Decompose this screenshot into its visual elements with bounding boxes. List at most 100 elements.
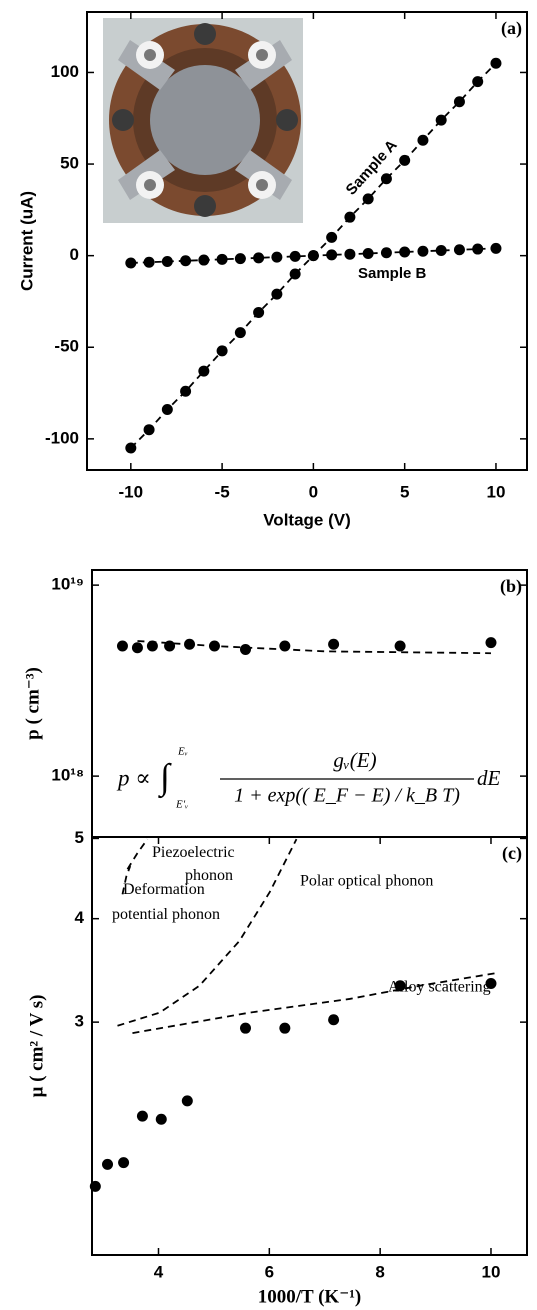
x-tick-label: 4 <box>154 1262 164 1281</box>
data-point <box>253 306 265 318</box>
data-point <box>485 978 497 990</box>
data-point <box>143 256 155 268</box>
data-point <box>307 250 319 262</box>
data-point <box>453 96 465 108</box>
x-tick-label: 8 <box>375 1262 384 1281</box>
data-point <box>435 114 447 126</box>
y-axis-label: Current (uA) <box>17 191 36 291</box>
data-point <box>328 638 340 650</box>
data-point <box>271 251 283 263</box>
data-point <box>198 365 210 377</box>
series-line <box>137 640 491 655</box>
data-point <box>102 1158 114 1170</box>
data-point <box>143 424 155 436</box>
data-point <box>180 385 192 397</box>
data-point <box>146 640 158 652</box>
y-tick-label: 10¹⁹ <box>51 575 84 594</box>
y-tick-label: 3 <box>75 1012 84 1031</box>
x-tick-label: 6 <box>265 1262 274 1281</box>
formula-differential: dE <box>477 766 501 790</box>
y-tick-label: -100 <box>45 428 79 447</box>
data-point <box>326 249 338 261</box>
data-point <box>344 248 356 260</box>
data-point <box>239 1022 251 1034</box>
series-line <box>117 838 298 1027</box>
y-tick-label: 100 <box>51 62 79 81</box>
y-axis-label: μ ( cm² / V s) <box>26 995 47 1098</box>
data-point <box>399 154 411 166</box>
series-label: Sample B <box>358 265 427 282</box>
data-point <box>394 640 406 652</box>
panel-label: (a) <box>501 18 522 39</box>
panel: 4 6 8 10 3 4 5 1000/T (K⁻¹) μ ( cm² / V s) (c) Def… <box>26 828 528 1307</box>
formula-numerator: gᵥ(E) <box>333 748 376 772</box>
x-tick-label: 0 <box>309 482 318 501</box>
x-tick-label: -5 <box>215 482 230 501</box>
data-point <box>417 134 429 146</box>
formula-upper: Eᵥ <box>177 746 188 758</box>
y-tick-label: 0 <box>70 245 79 264</box>
data-point <box>490 242 502 254</box>
label-line: Piezoelectric <box>152 844 235 861</box>
data-point <box>490 57 502 69</box>
data-point <box>125 257 137 269</box>
series-label: Alloy scattering <box>388 979 491 996</box>
data-point <box>161 256 173 268</box>
data-point <box>118 1157 130 1169</box>
data-point <box>362 193 374 205</box>
data-point <box>328 1014 340 1026</box>
plot-frame <box>86 11 528 471</box>
series-line <box>126 838 149 870</box>
label-line: potential phonon <box>112 906 220 923</box>
data-point <box>453 244 465 256</box>
y-tick-label: 10¹⁸ <box>51 766 84 785</box>
panel-label: (c) <box>502 843 522 864</box>
panel: 10¹⁹ 10¹⁸ p ( cm⁻³) (b) p ∝ ∫ Eᵥ E'ᵥ gᵥ(E) 1 + ex… <box>22 569 528 838</box>
data-point <box>180 255 192 267</box>
data-point <box>271 288 283 300</box>
data-point <box>239 644 251 656</box>
data-point <box>362 247 374 259</box>
x-axis-label: Voltage (V) <box>263 510 351 529</box>
data-point <box>399 246 411 258</box>
series-label: Sample A <box>343 137 401 199</box>
data-point <box>417 245 429 257</box>
formula-lower: E'ᵥ <box>175 799 188 811</box>
x-tick-label: 5 <box>400 482 409 501</box>
data-point <box>289 268 301 280</box>
data-point <box>435 245 447 257</box>
data-point <box>234 327 246 339</box>
data-point <box>485 637 497 649</box>
y-tick-label: 50 <box>60 154 79 173</box>
y-tick-label: 5 <box>75 828 84 847</box>
data-point <box>216 345 228 357</box>
label-line: phonon <box>185 867 233 884</box>
x-axis-label: 1000/T (K⁻¹) <box>258 1286 362 1307</box>
series-label: Polar optical phonon <box>300 873 433 890</box>
data-point <box>125 442 137 454</box>
series-line <box>132 972 498 1034</box>
x-tick-label: 10 <box>487 482 506 501</box>
y-axis-label: p ( cm⁻³) <box>22 667 43 740</box>
data-point <box>344 211 356 223</box>
data-point <box>131 642 143 654</box>
data-point <box>472 76 484 88</box>
data-point <box>380 173 392 185</box>
data-point <box>136 1110 148 1122</box>
data-point <box>380 247 392 259</box>
label-line: Deformation <box>123 881 205 898</box>
data-point <box>181 1095 193 1107</box>
y-tick-label: -50 <box>54 337 79 356</box>
plot-frame <box>91 836 528 1256</box>
series-label: Piezoelectric phonon <box>152 844 235 884</box>
data-point <box>216 253 228 265</box>
x-tick-label: -10 <box>119 482 144 501</box>
data-point <box>253 252 265 264</box>
series-label: Deformation potential phonon <box>112 881 220 923</box>
data-point <box>89 1180 101 1192</box>
formula-denominator: 1 + exp(( E_F − E) / k_B T) <box>234 785 460 807</box>
formula-integral: ∫ <box>158 756 172 798</box>
data-point <box>116 640 128 652</box>
data-point <box>394 980 406 992</box>
